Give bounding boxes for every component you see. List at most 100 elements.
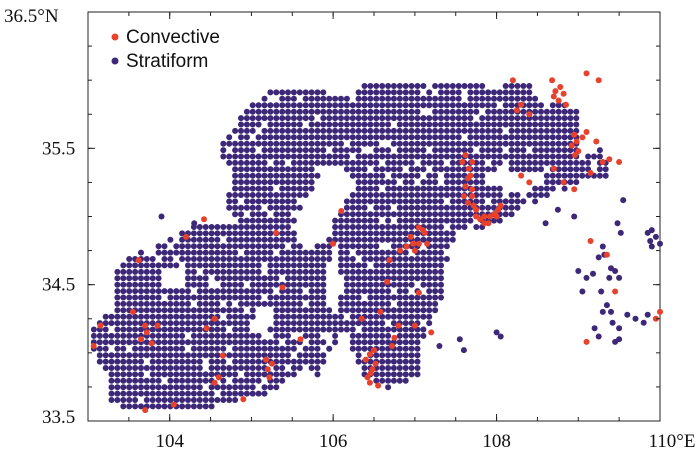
convective-point	[142, 407, 149, 414]
stratiform-point	[402, 108, 409, 115]
stratiform-point	[102, 332, 109, 339]
stratiform-point	[279, 262, 286, 269]
stratiform-point	[379, 281, 386, 288]
stratiform-point	[290, 115, 297, 122]
stratiform-point	[361, 102, 368, 109]
stratiform-point	[390, 192, 397, 198]
stratiform-point	[414, 332, 421, 339]
stratiform-point	[443, 115, 450, 122]
stratiform-point	[420, 127, 427, 134]
stratiform-point	[161, 384, 168, 391]
stratiform-point	[249, 192, 256, 198]
convective-point	[397, 247, 404, 254]
stratiform-point	[285, 217, 291, 224]
stratiform-point	[261, 256, 268, 262]
stratiform-point	[302, 89, 309, 96]
stratiform-point	[173, 377, 180, 384]
stratiform-point	[455, 198, 462, 205]
stratiform-point	[432, 256, 439, 262]
stratiform-point	[426, 140, 433, 147]
stratiform-point	[190, 320, 197, 327]
stratiform-point	[367, 172, 374, 179]
stratiform-point	[120, 300, 127, 307]
stratiform-point	[455, 172, 462, 179]
stratiform-point	[396, 134, 403, 141]
stratiform-point	[390, 307, 397, 314]
stratiform-point	[296, 121, 303, 128]
stratiform-point	[273, 211, 280, 218]
stratiform-point	[402, 300, 409, 307]
stratiform-point	[161, 307, 168, 314]
stratiform-point	[138, 377, 144, 384]
stratiform-point	[196, 377, 203, 384]
stratiform-point	[273, 268, 280, 275]
stratiform-point	[226, 249, 233, 256]
stratiform-point	[190, 236, 197, 243]
stratiform-point	[290, 256, 297, 262]
stratiform-point	[296, 294, 303, 301]
stratiform-point	[226, 243, 233, 250]
stratiform-point	[373, 83, 380, 89]
stratiform-point	[373, 121, 380, 128]
stratiform-point	[455, 211, 462, 218]
stratiform-point	[443, 153, 450, 160]
stratiform-point	[143, 352, 150, 359]
stratiform-point	[373, 288, 380, 295]
stratiform-point	[402, 249, 409, 256]
stratiform-point	[573, 159, 580, 166]
stratiform-point	[249, 147, 256, 154]
stratiform-point	[402, 365, 409, 371]
stratiform-point	[138, 365, 144, 371]
convective-point	[571, 186, 578, 193]
stratiform-point	[108, 384, 115, 391]
stratiform-point	[343, 121, 350, 128]
stratiform-point	[232, 224, 239, 230]
stratiform-point	[273, 89, 280, 96]
stratiform-point	[385, 147, 392, 154]
stratiform-point	[261, 95, 268, 102]
convective-point	[201, 216, 207, 223]
stratiform-point	[602, 166, 609, 173]
stratiform-point	[179, 358, 186, 365]
stratiform-point	[390, 294, 397, 301]
stratiform-point	[491, 134, 497, 141]
stratiform-point	[138, 281, 144, 288]
stratiform-point	[343, 294, 350, 301]
stratiform-point	[367, 320, 374, 327]
stratiform-point	[102, 345, 109, 352]
stratiform-point	[190, 371, 197, 378]
stratiform-point	[232, 211, 239, 218]
stratiform-point	[267, 185, 274, 192]
stratiform-point	[508, 140, 515, 147]
stratiform-point	[420, 332, 427, 339]
stratiform-point	[261, 230, 268, 237]
stratiform-point	[479, 204, 486, 211]
stratiform-point	[432, 115, 439, 122]
stratiform-point	[314, 134, 321, 141]
stratiform-point	[373, 352, 380, 359]
stratiform-point	[426, 294, 433, 301]
stratiform-point	[202, 224, 209, 230]
stratiform-point	[173, 326, 180, 333]
stratiform-point	[595, 333, 602, 340]
stratiform-point	[432, 95, 439, 102]
stratiform-point	[526, 134, 533, 141]
stratiform-point	[273, 159, 280, 166]
stratiform-point	[361, 172, 368, 179]
stratiform-point	[408, 185, 415, 192]
stratiform-point	[414, 352, 421, 359]
stratiform-point	[343, 134, 350, 141]
stratiform-point	[302, 352, 309, 359]
stratiform-point	[496, 121, 503, 128]
stratiform-point	[255, 204, 262, 211]
stratiform-point	[526, 192, 533, 198]
stratiform-point	[479, 159, 486, 166]
stratiform-point	[296, 365, 303, 371]
stratiform-point	[338, 108, 344, 115]
stratiform-point	[373, 268, 380, 275]
stratiform-point	[208, 332, 215, 339]
stratiform-point	[238, 358, 244, 365]
stratiform-point	[373, 95, 380, 102]
stratiform-point	[473, 140, 480, 147]
stratiform-point	[326, 236, 333, 243]
